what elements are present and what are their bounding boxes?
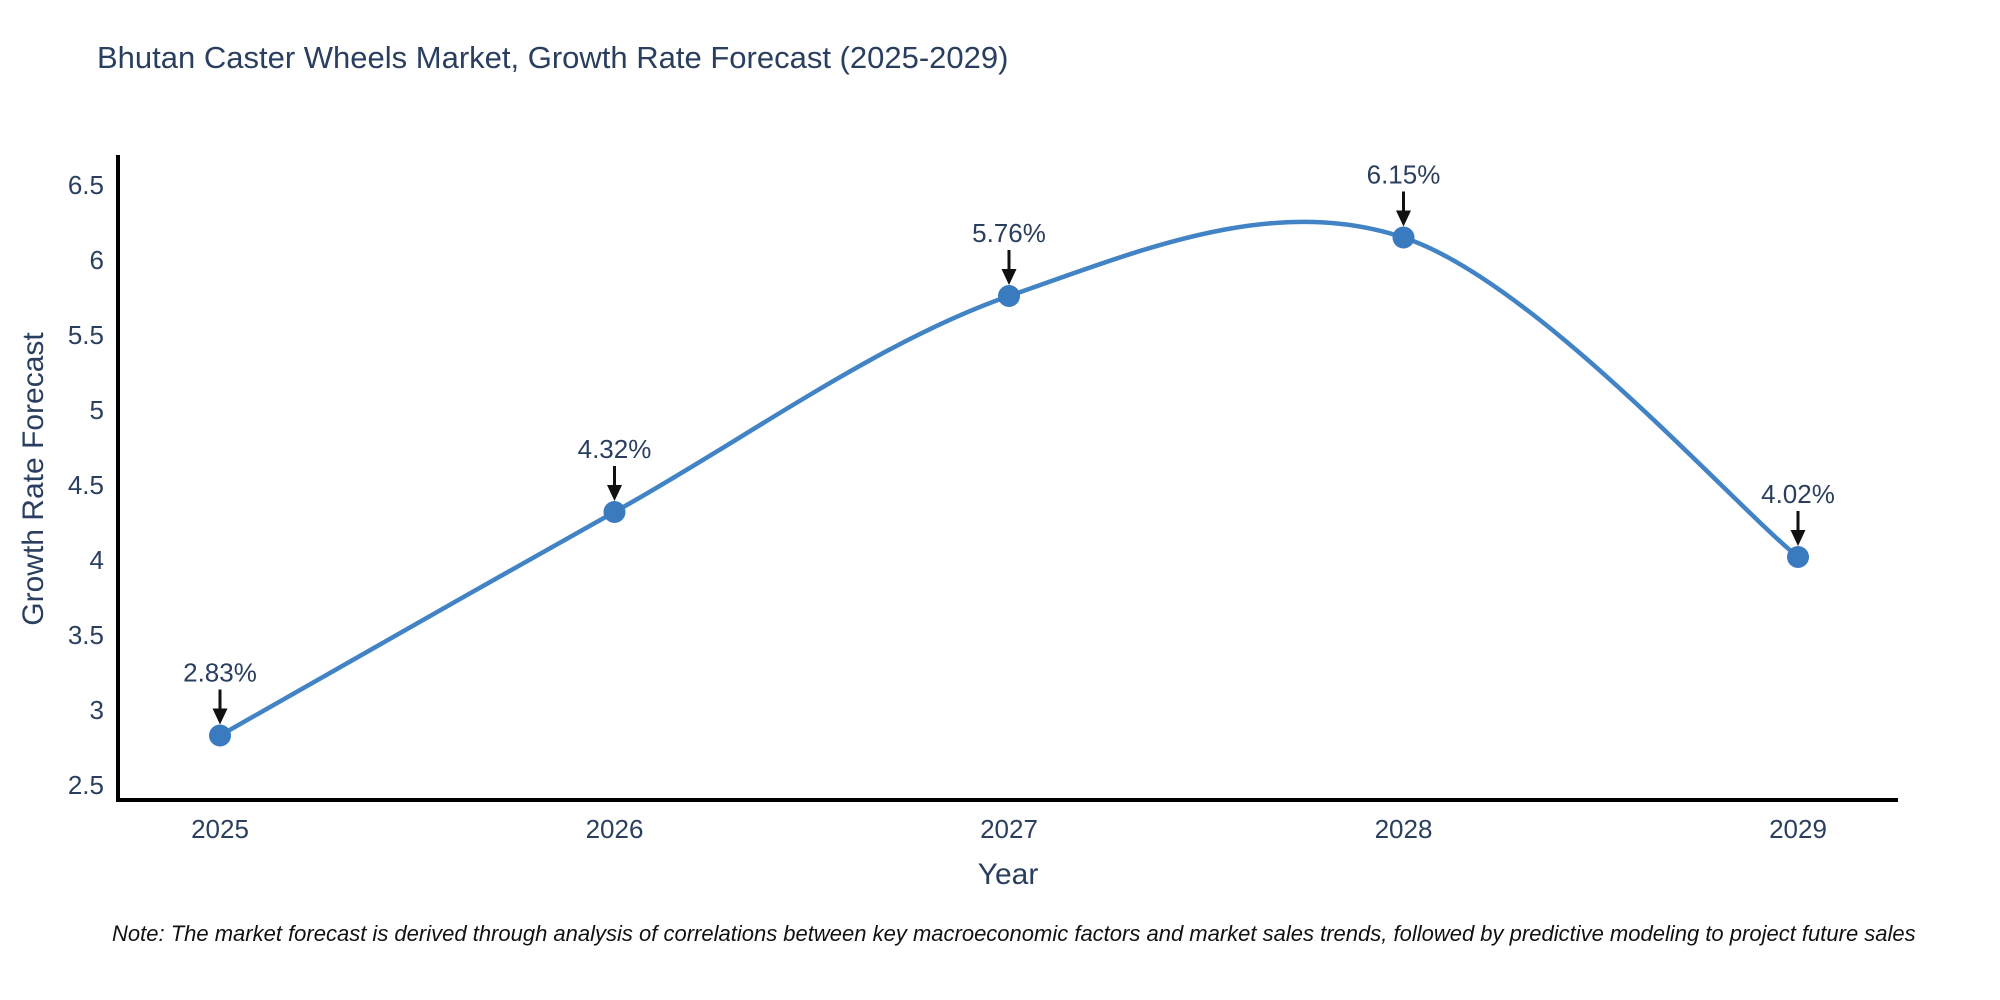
annotation-label: 5.76% xyxy=(972,218,1046,248)
annotation-arrowhead xyxy=(1001,269,1017,285)
y-tick-label: 4.5 xyxy=(68,470,104,500)
data-point-marker xyxy=(1392,226,1415,249)
annotation-arrowhead xyxy=(1396,210,1411,227)
annotation-label: 6.15% xyxy=(1367,160,1441,190)
x-tick-label: 2028 xyxy=(1375,814,1433,844)
annotation-arrowhead xyxy=(1790,530,1806,546)
data-point-marker xyxy=(998,285,1020,307)
y-tick-label: 3.5 xyxy=(68,620,104,650)
annotation-label: 4.32% xyxy=(578,434,652,464)
x-tick-label: 2026 xyxy=(586,814,644,844)
x-axis-title: Year xyxy=(977,858,1039,891)
data-point-marker xyxy=(603,501,626,523)
x-tick-label: 2027 xyxy=(980,814,1038,844)
data-point-marker xyxy=(1787,546,1809,568)
annotation-label: 4.02% xyxy=(1761,479,1835,509)
y-axis-title: Growth Rate Forecast xyxy=(17,332,50,626)
chart-title: Bhutan Caster Wheels Market, Growth Rate… xyxy=(97,40,1009,75)
y-tick-label: 4 xyxy=(90,545,104,575)
y-tick-label: 3 xyxy=(90,695,104,725)
data-point-marker xyxy=(209,724,231,747)
annotation-arrowhead xyxy=(212,708,228,725)
annotation-arrowhead xyxy=(607,485,622,501)
x-tick-label: 2025 xyxy=(191,814,249,844)
y-tick-label: 6 xyxy=(90,245,104,275)
y-tick-label: 2.5 xyxy=(68,770,104,800)
annotation-label: 2.83% xyxy=(183,658,257,688)
y-tick-label: 6.5 xyxy=(68,170,104,200)
y-tick-label: 5 xyxy=(90,395,104,425)
y-tick-label: 5.5 xyxy=(68,320,104,350)
x-tick-label: 2029 xyxy=(1769,814,1827,844)
chart-footnote: Note: The market forecast is derived thr… xyxy=(112,921,1916,946)
